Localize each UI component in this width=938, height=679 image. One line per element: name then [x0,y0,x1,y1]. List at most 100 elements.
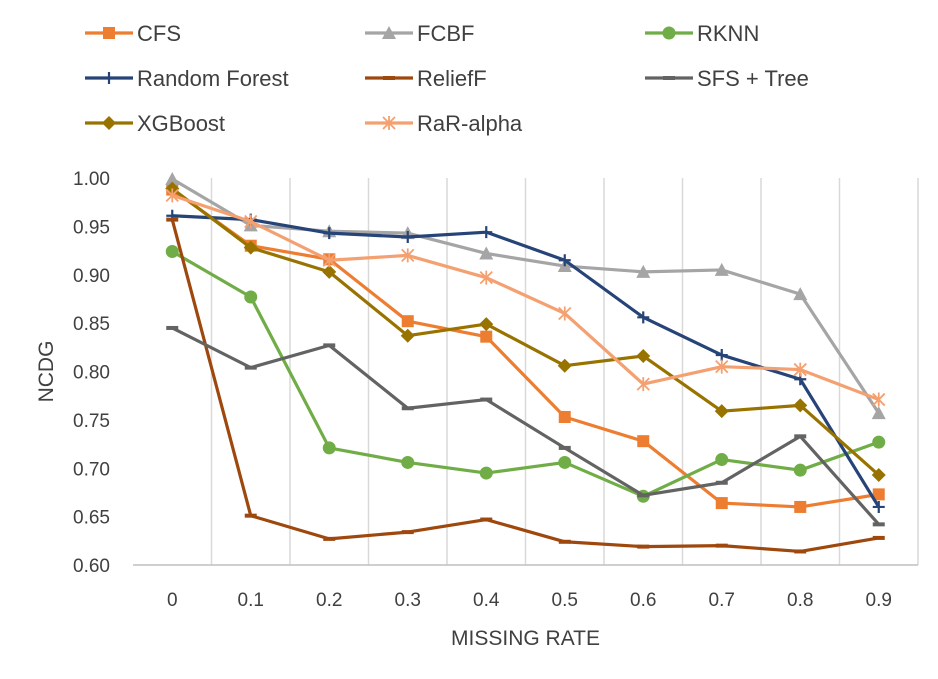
series-rknn [165,245,886,503]
data-point-random-forest [637,311,650,324]
x-tick-label: 0.6 [630,590,656,611]
legend-label: ReliefF [417,66,487,91]
series-lines [165,171,886,554]
legend-item-xgboost: XGBoost [85,111,225,136]
data-point-cfs [715,497,728,510]
data-point-fcbf [479,246,494,260]
data-point-random-forest [480,226,493,239]
data-point-rknn [479,466,493,480]
data-point-xgboost [400,328,415,343]
series-relieff [166,217,885,554]
series-line-cfs [171,188,880,509]
data-point-random-forest [872,500,885,513]
legend-item-relieff: ReliefF [365,66,487,91]
y-tick-label: 0.65 [73,508,110,529]
data-point-rar-alpha [793,362,807,377]
y-tick-label: 1.00 [73,169,110,190]
y-tick-label: 0.70 [73,459,110,480]
legend-item-rknn: RKNN [645,21,759,46]
legend-label: RKNN [697,21,759,46]
data-point-rar-alpha [322,253,336,268]
x-tick-label: 0 [167,590,178,611]
data-point-fcbf [636,264,651,278]
data-point-rknn [793,463,807,477]
legend-label: Random Forest [137,66,289,91]
legend-label: FCBF [417,21,474,46]
data-point-fcbf [165,171,180,185]
legend-marker [382,26,396,39]
legend-label: SFS + Tree [697,66,809,91]
data-point-rar-alpha [479,270,493,285]
data-point-random-forest [558,254,571,267]
y-tick-label: 0.85 [73,314,110,335]
data-point-xgboost [871,468,886,483]
series-line-relieff [170,219,880,554]
series-line-fcbf [171,177,881,414]
data-point-fcbf [793,287,808,301]
data-point-rar-alpha [558,306,572,321]
x-tick-label: 0.5 [552,590,578,611]
data-point-random-forest [401,231,414,244]
data-point-cfs [872,488,885,501]
x-tick-label: 0.2 [316,590,342,611]
x-tick-label: 0.3 [395,590,421,611]
legend-label: XGBoost [137,111,225,136]
data-point-cfs [480,330,493,343]
data-point-rar-alpha [636,377,650,392]
legend-label: CFS [137,21,181,46]
data-point-cfs [637,435,650,448]
data-point-xgboost [793,398,808,413]
data-point-fcbf [871,406,886,420]
data-point-xgboost [479,317,494,332]
data-point-rar-alpha [872,392,886,407]
data-point-cfs [558,410,571,423]
data-point-rar-alpha [244,214,258,229]
x-tick-label: 0.8 [787,590,813,611]
y-tick-label: 0.60 [73,556,110,577]
series-line-sfs-tree [171,326,880,526]
data-point-cfs [401,315,414,328]
data-point-xgboost [243,240,258,255]
legend: CFS FCBF RKNN Random Forest ReliefF SFS + Tre… [85,21,809,136]
y-axis-title: NCDG [35,341,58,403]
data-point-xgboost [636,349,651,364]
y-tick-label: 0.90 [73,266,110,287]
y-axis-ticks: 1.00 0.95 0.90 0.85 0.80 0.75 0.70 0.65 0.60 [73,169,110,577]
x-tick-label: 0.9 [866,590,892,611]
x-tick-label: 0.7 [709,590,735,611]
data-point-xgboost [322,264,337,279]
data-point-rar-alpha [715,359,729,374]
y-tick-label: 0.75 [73,411,110,432]
data-point-rknn [244,290,258,304]
legend-marker [662,26,676,40]
legend-marker [103,72,115,84]
data-point-rar-alpha [401,248,415,263]
legend-item-random-forest: Random Forest [85,66,289,91]
legend-item-cfs: CFS [85,21,181,46]
data-point-rknn [401,455,415,469]
data-point-cfs [794,500,807,513]
data-point-rknn [322,441,336,455]
legend-marker [382,116,396,130]
data-point-fcbf [714,262,729,276]
legend-item-fcbf: FCBF [365,21,474,46]
legend-label: RaR-alpha [417,111,523,136]
series-line-rar-alpha [171,193,880,402]
x-axis-ticks: 0 0.1 0.2 0.3 0.4 0.5 0.6 0.7 0.8 0.9 [167,590,892,611]
data-point-rknn [872,435,886,449]
data-point-rar-alpha [165,188,179,203]
legend-item-rar-alpha: RaR-alpha [365,111,523,136]
legend-item-sfs-tree: SFS + Tree [645,66,809,91]
y-tick-label: 0.95 [73,217,110,238]
legend-marker [102,116,116,130]
series-rar-alpha [165,188,886,407]
series-sfs-tree [166,325,885,527]
data-point-random-forest [323,227,336,240]
x-tick-label: 0.4 [473,590,500,611]
data-point-xgboost [714,404,729,419]
data-point-rknn [715,453,729,467]
data-point-xgboost [557,358,572,373]
data-point-rknn [558,455,572,469]
legend-marker [103,27,115,39]
